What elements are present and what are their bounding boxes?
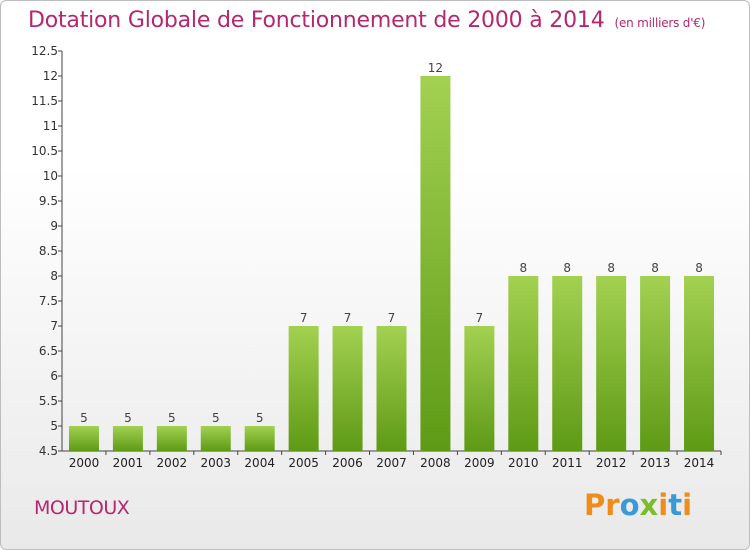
value-label-2003: 5 bbox=[212, 411, 220, 425]
axes: 4.5 5 5.5 6 6.5 7 7.5 8 8.5 9 9.5 10 10.5 11 11.5 12 12.… bbox=[31, 44, 722, 458]
logo-letter: i bbox=[658, 488, 669, 522]
y-tick-label: 7.5 bbox=[39, 294, 58, 308]
bar-2006 bbox=[332, 326, 363, 451]
value-label-2010: 8 bbox=[519, 261, 527, 275]
category-label-2000: 2000 bbox=[69, 456, 100, 470]
chart-title: Dotation Globale de Fonctionnement de 20… bbox=[28, 8, 705, 33]
y-tick-label: 6 bbox=[50, 369, 58, 383]
category-label-2006: 2006 bbox=[332, 456, 363, 470]
value-label-2013: 8 bbox=[651, 261, 659, 275]
commune-name: MOUTOUX bbox=[34, 497, 130, 519]
y-tick-label: 10.5 bbox=[31, 144, 58, 158]
value-label-2006: 7 bbox=[344, 311, 352, 325]
bar-2002 bbox=[156, 426, 187, 451]
value-label-2004: 5 bbox=[256, 411, 264, 425]
y-tick-label: 11.5 bbox=[31, 94, 58, 108]
value-label-2014: 8 bbox=[695, 261, 703, 275]
y-tick-label: 6.5 bbox=[39, 344, 58, 358]
bar-2012 bbox=[596, 276, 627, 451]
y-tick-label: 8.5 bbox=[39, 244, 58, 258]
category-label-2010: 2010 bbox=[508, 456, 539, 470]
y-tick-label: 10 bbox=[43, 169, 58, 183]
proxiti-logo: Proxiti bbox=[584, 488, 692, 522]
y-tick-label: 8 bbox=[50, 269, 58, 283]
labels: 5 2000 5 2001 5 2002 5 2003 5 2004 7 2005 7 2006 7 2007… bbox=[69, 61, 715, 470]
logo-letter: P bbox=[584, 488, 606, 522]
bar-2010 bbox=[508, 276, 539, 451]
bar-2005 bbox=[288, 326, 319, 451]
value-label-2011: 8 bbox=[563, 261, 571, 275]
category-label-2009: 2009 bbox=[464, 456, 495, 470]
value-label-2001: 5 bbox=[124, 411, 132, 425]
y-tick-label: 12 bbox=[43, 69, 58, 83]
y-tick-label: 11 bbox=[43, 119, 58, 133]
bar-chart: 4.5 5 5.5 6 6.5 7 7.5 8 8.5 9 9.5 10 10.5 11 11.5 12 12.… bbox=[31, 44, 722, 470]
y-tick-label: 7 bbox=[50, 319, 58, 333]
y-tick-label: 4.5 bbox=[39, 444, 58, 458]
category-label-2012: 2012 bbox=[596, 456, 627, 470]
value-label-2007: 7 bbox=[388, 311, 396, 325]
logo-letter: x bbox=[639, 488, 659, 522]
logo-letter: t bbox=[668, 488, 683, 522]
logo-letter: o bbox=[619, 488, 640, 522]
bar-2013 bbox=[640, 276, 671, 451]
bar-2001 bbox=[112, 426, 143, 451]
category-label-2007: 2007 bbox=[376, 456, 407, 470]
bar-2014 bbox=[684, 276, 715, 451]
bar-2008 bbox=[420, 76, 451, 451]
y-tick-label: 9 bbox=[50, 219, 58, 233]
logo-letter: r bbox=[605, 488, 620, 522]
chart-title-text: Dotation Globale de Fonctionnement de 20… bbox=[28, 8, 605, 33]
logo-letter: i bbox=[682, 488, 693, 522]
value-label-2008: 12 bbox=[428, 61, 443, 75]
category-label-2004: 2004 bbox=[244, 456, 275, 470]
y-tick-label: 5.5 bbox=[39, 394, 58, 408]
value-label-2000: 5 bbox=[80, 411, 88, 425]
value-label-2005: 7 bbox=[300, 311, 308, 325]
bar-2000 bbox=[68, 426, 99, 451]
bar-2004 bbox=[244, 426, 275, 451]
category-label-2002: 2002 bbox=[157, 456, 188, 470]
bar-2009 bbox=[464, 326, 495, 451]
bar-2003 bbox=[200, 426, 231, 451]
value-label-2002: 5 bbox=[168, 411, 176, 425]
value-label-2012: 8 bbox=[607, 261, 615, 275]
value-label-2009: 7 bbox=[476, 311, 484, 325]
y-tick-label: 5 bbox=[50, 419, 58, 433]
bar-2007 bbox=[376, 326, 407, 451]
category-label-2011: 2011 bbox=[552, 456, 583, 470]
category-label-2014: 2014 bbox=[684, 456, 715, 470]
category-label-2008: 2008 bbox=[420, 456, 451, 470]
category-label-2005: 2005 bbox=[288, 456, 319, 470]
bar-2011 bbox=[552, 276, 583, 451]
y-tick-label: 12.5 bbox=[31, 44, 58, 58]
y-tick-label: 9.5 bbox=[39, 194, 58, 208]
category-label-2013: 2013 bbox=[640, 456, 671, 470]
bars bbox=[68, 76, 715, 451]
category-label-2003: 2003 bbox=[200, 456, 231, 470]
chart-unit: (en milliers d'€) bbox=[614, 16, 706, 30]
category-label-2001: 2001 bbox=[113, 456, 144, 470]
